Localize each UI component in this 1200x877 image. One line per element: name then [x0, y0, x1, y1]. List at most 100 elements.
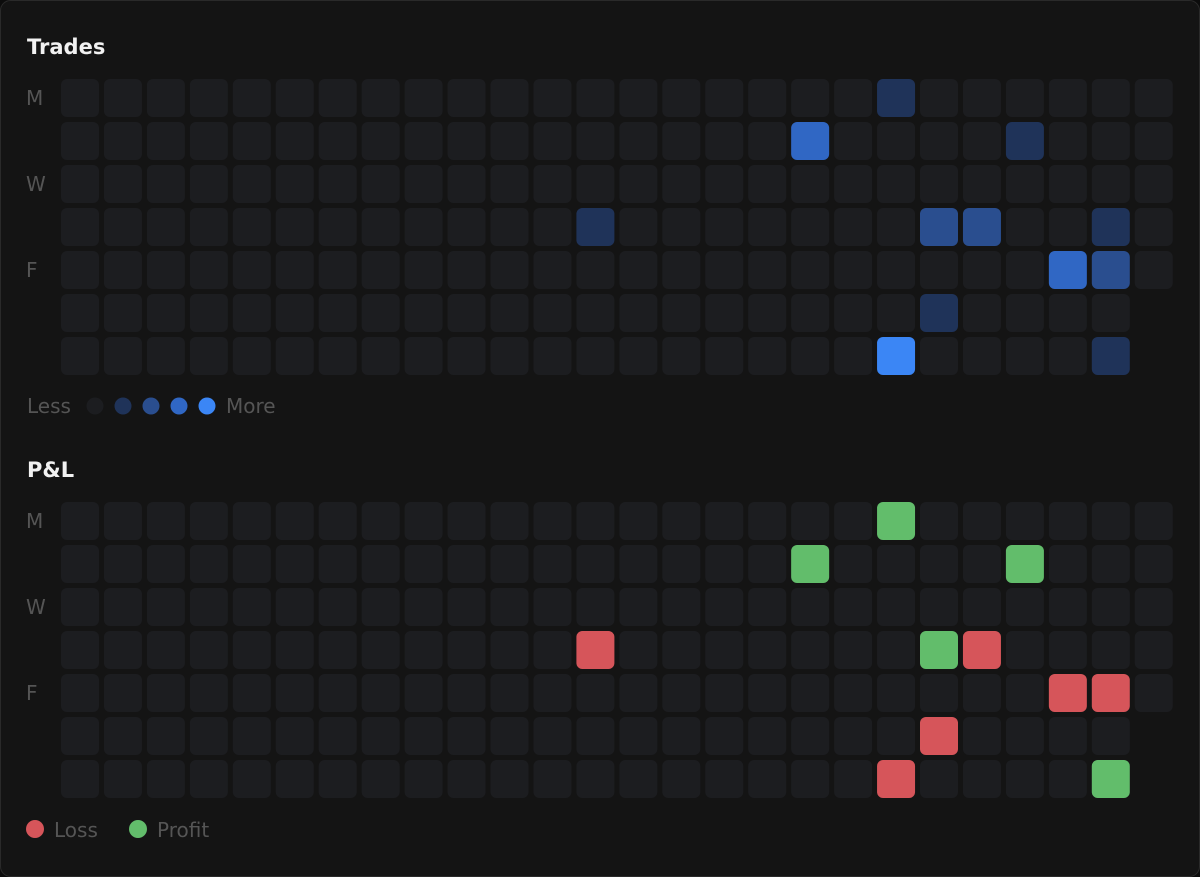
day-cell	[834, 122, 873, 160]
day-cell	[61, 251, 99, 289]
day-cell	[189, 165, 228, 203]
day-cell	[103, 122, 142, 160]
day-cell	[877, 588, 916, 626]
day-cell	[103, 760, 142, 798]
day-cell	[662, 674, 701, 712]
day-cell	[920, 79, 958, 117]
day-cell	[275, 502, 314, 540]
day-cell	[748, 208, 787, 246]
day-cell	[490, 631, 529, 669]
day-cell	[146, 165, 185, 203]
day-cell	[361, 337, 400, 375]
day-cell	[61, 165, 99, 203]
day-cell	[61, 717, 99, 755]
legend-label: Less	[27, 394, 71, 418]
day-cell	[662, 122, 701, 160]
day-cell	[189, 545, 228, 583]
day-cell	[877, 165, 916, 203]
day-cell	[61, 631, 99, 669]
day-cell	[834, 760, 873, 798]
day-cell	[232, 502, 271, 540]
day-cell	[1091, 717, 1130, 755]
day-cell	[619, 545, 658, 583]
day-cell	[920, 717, 958, 755]
day-cell	[791, 674, 830, 712]
day-cell	[1091, 631, 1130, 669]
day-cell	[705, 122, 744, 160]
day-cell	[791, 251, 830, 289]
day-cell	[705, 674, 744, 712]
day-cell	[275, 674, 314, 712]
day-cell	[791, 631, 830, 669]
day-cell	[361, 588, 400, 626]
day-cell	[1048, 674, 1087, 712]
section-title: Trades	[27, 35, 105, 59]
day-cell	[748, 502, 787, 540]
day-cell	[662, 502, 701, 540]
day-cell	[404, 337, 443, 375]
day-cell	[189, 294, 228, 332]
day-cell	[318, 208, 357, 246]
day-cell	[189, 79, 228, 117]
day-cell	[361, 122, 400, 160]
day-cell	[748, 294, 787, 332]
day-cell	[146, 545, 185, 583]
day-cell	[1134, 251, 1173, 289]
day-cell	[533, 502, 572, 540]
legend-swatch	[142, 397, 160, 415]
day-cell	[1134, 631, 1173, 669]
day-cell	[1048, 208, 1087, 246]
day-cell	[232, 208, 271, 246]
day-cell	[962, 588, 1001, 626]
day-cell	[1005, 208, 1044, 246]
day-cell	[318, 251, 357, 289]
day-cell	[318, 337, 357, 375]
day-cell	[146, 122, 185, 160]
day-cell	[490, 502, 529, 540]
day-cell	[533, 545, 572, 583]
day-cell	[189, 208, 228, 246]
day-cell	[1048, 631, 1087, 669]
day-cell	[189, 674, 228, 712]
day-cell	[318, 588, 357, 626]
day-cell	[662, 631, 701, 669]
day-cell	[1005, 674, 1044, 712]
day-cell	[1048, 79, 1087, 117]
day-cell	[920, 251, 958, 289]
day-cell	[748, 165, 787, 203]
day-cell	[189, 502, 228, 540]
day-cell	[791, 122, 830, 160]
day-cell	[1091, 122, 1130, 160]
day-cell	[791, 502, 830, 540]
day-cell	[447, 588, 486, 626]
day-cell	[232, 251, 271, 289]
day-cell	[877, 122, 916, 160]
day-cell	[318, 79, 357, 117]
day-cell	[920, 165, 958, 203]
day-cell	[791, 337, 830, 375]
day-cell	[490, 122, 529, 160]
day-cell	[361, 760, 400, 798]
day-cell	[834, 208, 873, 246]
day-cell	[619, 717, 658, 755]
day-cell	[705, 588, 744, 626]
day-cell	[705, 208, 744, 246]
day-cell	[619, 337, 658, 375]
day-cell	[791, 294, 830, 332]
day-label: W	[26, 595, 46, 619]
day-cell	[404, 631, 443, 669]
day-cell	[103, 502, 142, 540]
day-cell	[533, 122, 572, 160]
day-cell	[576, 545, 615, 583]
day-cell	[576, 165, 615, 203]
day-cell	[275, 760, 314, 798]
day-cell	[275, 588, 314, 626]
day-cell	[318, 165, 357, 203]
day-cell	[275, 208, 314, 246]
day-cell	[533, 294, 572, 332]
day-cell	[834, 165, 873, 203]
day-cell	[920, 631, 958, 669]
day-cell	[1048, 502, 1087, 540]
day-cell	[490, 208, 529, 246]
day-cell	[920, 294, 958, 332]
